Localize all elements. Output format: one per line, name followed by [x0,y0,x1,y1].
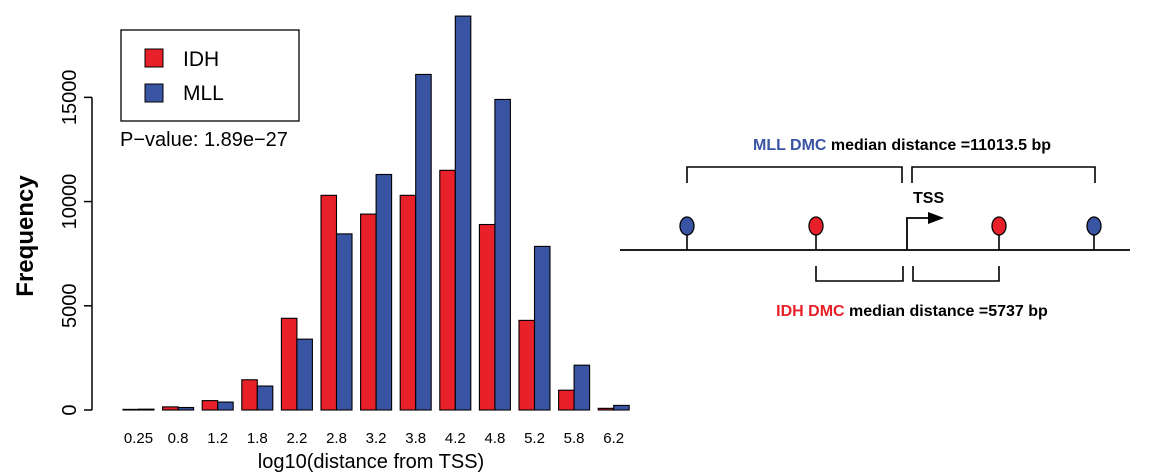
x-tick-label: 3.8 [405,430,426,447]
x-tick-label: 1.8 [247,430,268,447]
x-tick-label: 0.25 [124,430,153,447]
idh-dmc-label: IDH DMC [776,303,845,320]
x-tick-label: 4.8 [484,430,505,447]
y-axis [84,96,93,411]
x-tick-label: 4.2 [445,430,466,447]
x-tick-label: 6.2 [603,430,624,447]
idh-bracket [815,266,1000,282]
tss-label: TSS [913,190,944,207]
mll-bracket [686,166,1096,183]
bar-mll-1.8 [256,385,274,411]
idh-dmc-left [808,216,824,250]
bar-idh-0.8 [162,406,179,411]
bar-idh-1.2 [201,400,219,411]
tss-diagram: MLL DMC median distance =11013.5 bp TSS [620,137,1130,320]
bar-mll-3.8 [415,73,432,411]
mll-median-label: MLL DMC median distance =11013.5 bp [753,137,1051,154]
mll-dmc-label: MLL DMC [753,137,827,154]
bar-mll-1.2 [217,401,234,411]
bar-idh-2.8 [320,194,338,411]
bar-idh-6.2 [597,407,615,411]
bars [122,15,630,411]
bar-mll-4.8 [494,98,511,411]
x-tick-labels: 0.25 0.8 1.2 1.8 2.2 2.8 3.2 3.8 4.2 4.8 5.2 5.8 6.2 [124,430,624,447]
bar-mll-2.2 [296,338,313,411]
bar-idh-0.25 [122,408,140,411]
idh-dmc-right [991,216,1007,250]
y-tick-label: 15000 [59,70,81,126]
bar-mll-5.8 [573,364,591,411]
legend-box [120,29,300,122]
x-tick-label: 2.2 [286,430,307,447]
bar-idh-4.2 [439,169,456,411]
bar-idh-2.2 [280,317,298,411]
x-tick-label: 1.2 [207,430,228,447]
y-tick-label: 0 [59,404,81,415]
idh-distance-text: median distance =5737 bp [845,303,1048,320]
bar-mll-5.2 [533,245,551,411]
bar-idh-3.8 [399,194,417,411]
bar-idh-5.8 [558,389,575,411]
legend-swatch-mll [144,83,164,103]
legend-label-mll: MLL [183,82,224,105]
y-axis-label: Frequency [12,175,39,297]
bar-idh-4.8 [478,223,496,411]
mll-distance-text: median distance =11013.5 bp [826,137,1051,154]
bar-mll-0.25 [137,408,155,411]
x-tick-label: 3.2 [366,430,387,447]
idh-median-label: IDH DMC median distance =5737 bp [776,303,1048,320]
bar-idh-3.2 [360,213,377,411]
y-tick-labels: 0 5000 10000 15000 [59,70,81,416]
bar-idh-1.8 [241,379,258,411]
mll-dmc-left [679,216,695,250]
bar-mll-0.8 [177,406,195,411]
bar-mll-3.2 [375,173,393,411]
tss-arrow-line [906,217,930,250]
legend: IDH MLL [120,29,300,122]
bar-mll-2.8 [335,233,353,411]
y-tick-label: 5000 [59,284,81,329]
x-axis-label: log10(distance from TSS) [258,451,484,473]
x-tick-label: 5.2 [524,430,545,447]
p-value-annotation: P−value: 1.89e−27 [120,129,288,151]
bar-mll-4.2 [454,15,472,411]
tss-arrowhead [928,212,944,224]
legend-swatch-idh [144,48,164,68]
x-tick-label: 2.8 [326,430,347,447]
x-tick-label: 5.8 [564,430,585,447]
legend-label-idh: IDH [183,48,219,71]
bar-mll-6.2 [613,404,630,411]
y-tick-label: 10000 [59,174,81,230]
mll-dmc-right [1086,216,1102,250]
bar-idh-5.2 [518,319,536,411]
x-tick-label: 0.8 [168,430,189,447]
